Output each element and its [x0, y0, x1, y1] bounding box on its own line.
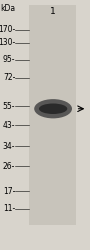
Text: 170-: 170-	[0, 26, 15, 35]
Text: 95-: 95-	[3, 56, 15, 64]
Text: 34-: 34-	[3, 142, 15, 151]
Bar	[29, 5, 76, 225]
Text: 26-: 26-	[3, 162, 15, 171]
Text: 130-: 130-	[0, 38, 15, 47]
Text: kDa: kDa	[1, 4, 16, 13]
Text: 72-: 72-	[3, 73, 15, 82]
Text: 1: 1	[50, 7, 56, 16]
Ellipse shape	[39, 104, 67, 114]
Ellipse shape	[34, 99, 72, 118]
Text: 43-: 43-	[3, 120, 15, 130]
Text: 11-: 11-	[3, 204, 15, 213]
Text: 17-: 17-	[3, 187, 15, 196]
Text: 55-: 55-	[3, 102, 15, 111]
